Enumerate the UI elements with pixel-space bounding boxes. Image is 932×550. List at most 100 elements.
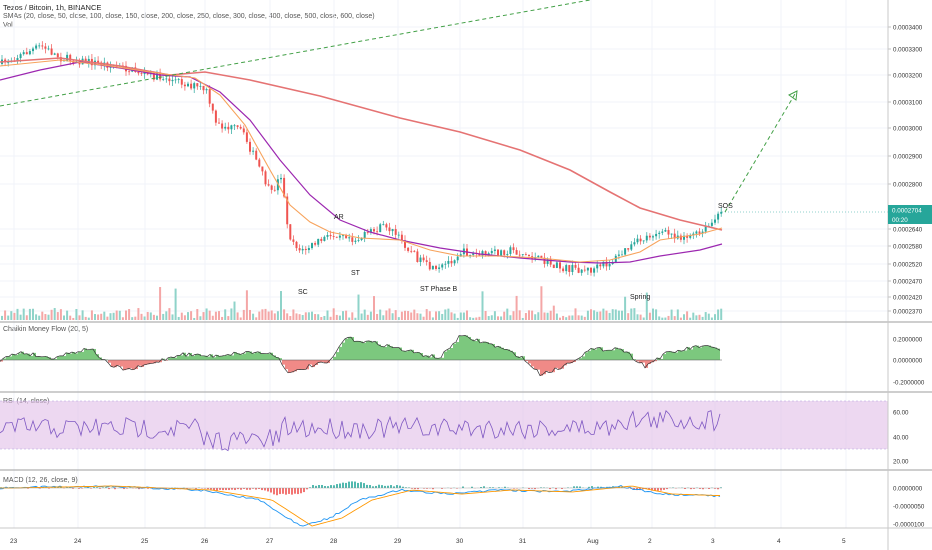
price-tick-label: 0.0002580: [893, 243, 923, 250]
candle-body: [493, 249, 496, 251]
candle-body: [459, 254, 462, 257]
macd-histogram-bar: [234, 488, 236, 491]
candle-body: [342, 235, 344, 237]
candle-body: [413, 250, 416, 252]
cmf-fill: [459, 335, 462, 360]
macd-histogram-bar: [279, 488, 281, 495]
candle-body: [497, 249, 499, 256]
macd-histogram-bar: [483, 486, 485, 488]
symbol-title[interactable]: Tezos / Bitcoin, 1h, BINANCE: [3, 3, 102, 12]
candle-body: [521, 254, 524, 256]
cmf-fill: [174, 357, 177, 360]
candle-body: [422, 257, 425, 261]
volume-bar: [140, 313, 143, 320]
cmf-title[interactable]: Chaikin Money Flow (20, 5): [3, 326, 89, 333]
price-tick-label: 0.0002640: [893, 226, 923, 233]
cmf-fill: [120, 360, 123, 367]
macd-histogram-bar: [96, 487, 98, 488]
macd-histogram-bar: [639, 488, 641, 491]
candle-body: [667, 230, 670, 235]
volume-bar: [549, 310, 552, 320]
cmf-fill: [141, 360, 144, 367]
cmf-fill: [273, 355, 276, 360]
cmf-fill: [660, 358, 663, 360]
candle-body: [385, 224, 388, 228]
volume-bar: [214, 311, 217, 320]
cmf-fill: [540, 360, 543, 376]
volume-bar: [648, 312, 651, 320]
cmf-fill: [183, 352, 186, 360]
macd-histogram-bar: [648, 488, 650, 490]
candle-body: [295, 241, 298, 249]
cmf-fill: [195, 354, 198, 360]
cmf-fill: [63, 355, 66, 360]
macd-histogram-bar: [237, 488, 239, 490]
macd-histogram-bar: [297, 488, 299, 495]
cmf-fill: [339, 346, 342, 360]
candle-body: [441, 264, 444, 268]
candle-body: [236, 125, 239, 127]
cmf-fill: [66, 352, 69, 360]
volume-bar: [128, 309, 131, 320]
macd-histogram-bar: [102, 487, 104, 488]
rsi-tick-label: 60.00: [893, 409, 909, 416]
candle-body: [633, 242, 636, 245]
volume-bar: [714, 314, 716, 320]
cmf-fill: [357, 341, 360, 360]
candle-body: [258, 159, 261, 167]
volume-bar: [227, 316, 230, 320]
volume-bars: [1, 286, 723, 320]
candle-body: [193, 83, 196, 89]
cmf-fill: [354, 341, 357, 360]
macd-histogram-bar: [108, 488, 110, 490]
candle-body: [242, 128, 245, 133]
macd-histogram-bar: [699, 488, 701, 489]
cmf-fill: [135, 360, 138, 370]
candle-body: [648, 235, 651, 238]
volume-bar: [667, 315, 670, 320]
volume-bar: [345, 310, 348, 320]
cmf-fill: [462, 335, 465, 360]
macd-histogram-bar: [330, 485, 332, 488]
cmf-fill: [681, 351, 684, 360]
macd-histogram-bar: [216, 488, 218, 491]
candle-body: [214, 110, 217, 123]
cmf-fill: [417, 352, 420, 360]
macd-histogram-bar: [246, 488, 248, 490]
volume-bar: [249, 309, 251, 320]
volume-bar: [422, 316, 425, 320]
macd-histogram-bar: [492, 487, 494, 488]
volume-bar: [428, 311, 431, 320]
candle-body: [369, 229, 372, 233]
sma-legend[interactable]: SMAs (20, close, 50, close, 100, close, …: [3, 13, 375, 20]
candle-body: [382, 224, 385, 226]
volume-bar: [490, 315, 493, 320]
cmf-fill: [717, 348, 720, 360]
pane-separators: [0, 321, 932, 471]
sma-mid-line: [0, 61, 723, 264]
cmf-fill: [369, 340, 372, 360]
annotation-label: SOS: [718, 203, 733, 210]
macd-title[interactable]: MACD (12, 26, close, 9): [3, 477, 78, 484]
candle-body: [19, 54, 22, 59]
candle-body: [307, 248, 310, 251]
candle-body: [512, 247, 515, 251]
cmf-fill: [525, 360, 528, 361]
candle-body: [292, 239, 295, 242]
macd-histogram-bar: [372, 486, 374, 488]
price-tick-label: 0.0002420: [893, 294, 923, 301]
volume-bar: [611, 309, 614, 320]
volume-bar: [81, 310, 84, 320]
vol-legend[interactable]: Vol: [3, 22, 13, 29]
cmf-fill: [441, 357, 444, 360]
macd-histogram-bar: [249, 488, 251, 490]
volume-bar: [562, 315, 565, 320]
candle-body: [500, 250, 503, 256]
cmf-fill: [501, 347, 504, 360]
macd-histogram-bar: [363, 483, 365, 488]
cmf-fill: [303, 360, 306, 370]
candle-body: [171, 79, 174, 82]
macd-histogram-bar: [708, 488, 710, 490]
macd-histogram-bar: [633, 488, 635, 490]
